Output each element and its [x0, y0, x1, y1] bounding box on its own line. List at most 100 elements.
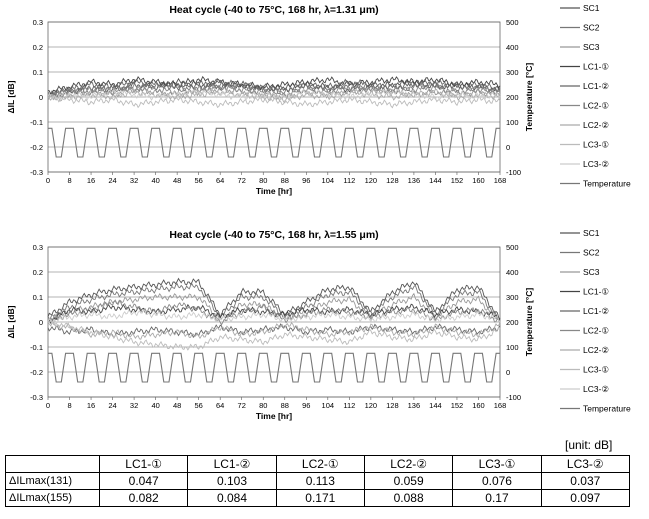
- x-tick-label: 80: [259, 401, 267, 410]
- table-cell: 0.088: [363, 489, 454, 507]
- legend-item: SC1: [583, 3, 600, 13]
- y2-tick-label: 0: [506, 368, 510, 377]
- legend-item: LC3-①: [583, 365, 609, 375]
- legend-item: LC2-②: [583, 120, 609, 130]
- y-tick-label: 0.2: [33, 43, 43, 52]
- legend-item: Temperature: [583, 179, 631, 189]
- y-tick-label: -0.3: [30, 168, 43, 177]
- series-line-7: [47, 319, 501, 351]
- y2-tick-label: 400: [506, 43, 519, 52]
- x-tick-label: 104: [322, 401, 335, 410]
- table-cell: 0.084: [187, 489, 277, 507]
- table-header-cell: LC3-①: [452, 455, 542, 473]
- x-tick-label: 8: [67, 401, 71, 410]
- x-tick-label: 160: [472, 176, 485, 185]
- y2-tick-label: 500: [506, 243, 519, 252]
- legend-item: SC3: [583, 267, 600, 277]
- y2-tick-label: 100: [506, 118, 519, 127]
- x-tick-label: 48: [173, 176, 181, 185]
- y2-tick-label: 300: [506, 293, 519, 302]
- x-tick-label: 96: [302, 176, 310, 185]
- x-tick-label: 136: [408, 176, 421, 185]
- table-row: ΔILmax(155) 0.082 0.084 0.171 0.088 0.17…: [5, 489, 631, 507]
- series-line-8: [47, 309, 501, 325]
- legend-item: LC1-①: [583, 62, 609, 72]
- x-tick-label: 40: [151, 176, 159, 185]
- x-tick-label: 0: [46, 401, 50, 410]
- x-tick-label: 32: [130, 401, 138, 410]
- x-tick-label: 112: [343, 401, 355, 410]
- legend-item: LC1-①: [583, 287, 609, 297]
- x-tick-label: 56: [194, 401, 202, 410]
- legend-item: LC3-②: [583, 159, 609, 169]
- table-cell: 0.037: [540, 472, 631, 490]
- legend-item: LC3-②: [583, 384, 609, 394]
- x-tick-label: 0: [46, 176, 50, 185]
- legend-item: LC2-①: [583, 101, 609, 111]
- series-line-5: [47, 299, 501, 326]
- x-tick-label: 40: [151, 401, 159, 410]
- x-tick-label: 168: [494, 401, 507, 410]
- delta-il-max-table: LC1-① LC1-② LC2-① LC2-② LC3-① LC3-② ΔILm…: [5, 455, 631, 507]
- table-header-cell: LC3-②: [540, 455, 631, 473]
- temperature-line: [48, 352, 500, 383]
- x-tick-label: 32: [130, 176, 138, 185]
- series-line-4: [47, 78, 501, 99]
- legend-item: SC3: [583, 42, 600, 52]
- x-tick-label: 16: [87, 401, 95, 410]
- y2-tick-label: 0: [506, 143, 510, 152]
- legend-item: SC2: [583, 248, 600, 258]
- series-line-6: [47, 320, 501, 340]
- y-axis-label: ΔIL [dB]: [6, 305, 16, 338]
- x-tick-label: 64: [216, 176, 224, 185]
- legend-item: LC1-②: [583, 306, 609, 316]
- table-cell: 0.047: [98, 472, 189, 490]
- table-cell: 0.103: [187, 472, 277, 490]
- y2-tick-label: 300: [506, 68, 519, 77]
- legend-item: LC1-②: [583, 81, 609, 91]
- table-header-cell: LC2-②: [363, 455, 454, 473]
- x-tick-label: 16: [87, 176, 95, 185]
- x-tick-label: 160: [472, 401, 485, 410]
- y-tick-label: -0.1: [30, 343, 43, 352]
- y-tick-label: 0.3: [33, 18, 43, 27]
- y-tick-label: -0.1: [30, 118, 43, 127]
- series-line-0: [47, 277, 501, 320]
- x-tick-label: 152: [451, 401, 464, 410]
- x-tick-label: 112: [343, 176, 355, 185]
- legend-item: LC3-①: [583, 140, 609, 150]
- table-header-cell: LC1-①: [98, 455, 189, 473]
- table-row-label: ΔILmax(131): [5, 472, 100, 490]
- y-tick-label: -0.2: [30, 143, 43, 152]
- x-tick-label: 24: [108, 176, 116, 185]
- series-line-5: [47, 83, 501, 101]
- x-tick-label: 80: [259, 176, 267, 185]
- x-tick-label: 96: [302, 401, 310, 410]
- x-tick-label: 88: [281, 401, 289, 410]
- series-line-8: [47, 88, 501, 101]
- legend-item: SC2: [583, 23, 600, 33]
- y-tick-label: 0.1: [33, 68, 43, 77]
- y2-tick-label: -100: [506, 168, 521, 177]
- y-tick-label: 0: [39, 93, 43, 102]
- x-tick-label: 128: [386, 176, 399, 185]
- x-tick-label: 128: [386, 401, 399, 410]
- table-header-cell: LC2-①: [275, 455, 365, 473]
- table-header-row: LC1-① LC1-② LC2-① LC2-② LC3-① LC3-②: [5, 455, 631, 473]
- legend-item: Temperature: [583, 404, 631, 414]
- table-header-cell: LC1-②: [187, 455, 277, 473]
- x-tick-label: 88: [281, 176, 289, 185]
- legend-item: LC2-②: [583, 345, 609, 355]
- x-axis-label: Time [hr]: [256, 186, 292, 196]
- legend-item: LC2-①: [583, 326, 609, 336]
- heat-cycle-chart-1550nm: Heat cycle (-40 to 75°C, 168 hr, λ=1.55 …: [6, 228, 631, 421]
- x-tick-label: 48: [173, 401, 181, 410]
- x-tick-label: 56: [194, 176, 202, 185]
- series-line-3: [47, 75, 501, 95]
- x-tick-label: 104: [322, 176, 335, 185]
- y2-axis-label: Temperature [°C]: [524, 63, 534, 132]
- y-tick-label: 0.3: [33, 243, 43, 252]
- legend-item: SC1: [583, 228, 600, 238]
- y-tick-label: 0: [39, 318, 43, 327]
- table-row: ΔILmax(131) 0.047 0.103 0.113 0.059 0.07…: [5, 472, 631, 490]
